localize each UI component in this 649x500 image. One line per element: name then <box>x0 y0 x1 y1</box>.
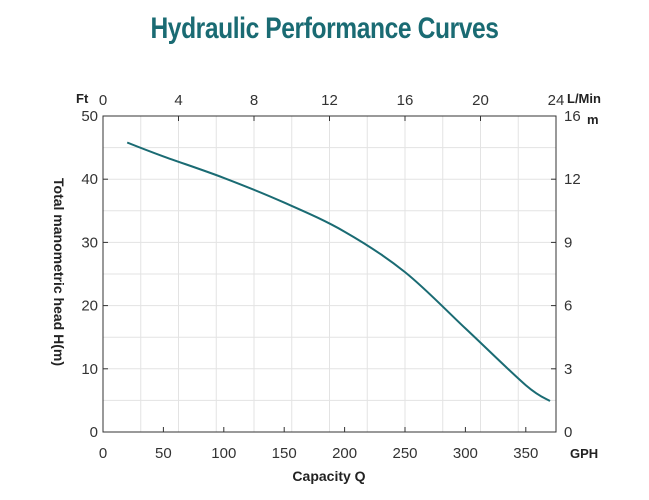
top-tick-label: 16 <box>397 92 414 109</box>
bottom-tick-label: 350 <box>513 445 538 462</box>
top-tick-label: 20 <box>472 92 489 109</box>
bottom-tick-label: 0 <box>99 445 107 462</box>
top-tick-label: 24 <box>548 92 565 109</box>
chart-title: Hydraulic Performance Curves <box>150 12 499 45</box>
right-tick-label: 3 <box>564 361 572 378</box>
bottom-unit-label: GPH <box>570 446 598 461</box>
tick-marks <box>102 115 557 433</box>
right-tick-label: 12 <box>564 171 581 188</box>
top-tick-label: 8 <box>250 92 258 109</box>
x-axis-label: Capacity Q <box>292 468 365 484</box>
bottom-tick-label: 300 <box>453 445 478 462</box>
bottom-tick-label: 150 <box>272 445 297 462</box>
left-tick-label: 40 <box>81 171 98 188</box>
bottom-tick-label: 250 <box>392 445 417 462</box>
grid-lines <box>103 116 556 432</box>
right-tick-label: 6 <box>564 298 572 315</box>
top-unit-label: L/Min <box>567 91 601 106</box>
left-tick-label: 10 <box>81 361 98 378</box>
left-tick-label: 50 <box>81 108 98 125</box>
top-tick-label: 12 <box>321 92 338 109</box>
performance-curve <box>126 141 551 402</box>
right-tick-label: 9 <box>564 234 572 251</box>
left-tick-label: 20 <box>81 298 98 315</box>
right-tick-label: 16 <box>564 108 581 125</box>
bottom-tick-label: 100 <box>211 445 236 462</box>
top-tick-label: 0 <box>99 92 107 109</box>
right-tick-label: 0 <box>564 424 572 441</box>
y-axis-label: Total manometric head H(m) <box>51 178 67 366</box>
left-tick-label: 30 <box>81 234 98 251</box>
bottom-tick-label: 200 <box>332 445 357 462</box>
left-tick-label: 0 <box>90 424 98 441</box>
top-tick-label: 4 <box>174 92 182 109</box>
bottom-tick-label: 50 <box>155 445 172 462</box>
left-unit-label: Ft <box>76 91 89 106</box>
right-unit-label: m <box>587 112 599 127</box>
